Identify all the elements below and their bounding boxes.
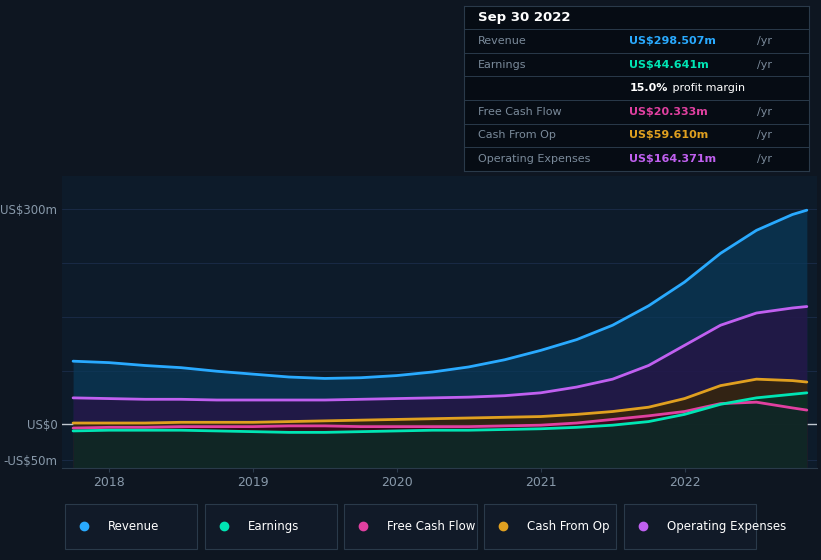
Text: Operating Expenses: Operating Expenses [667,520,787,533]
Text: US$44.641m: US$44.641m [630,59,709,69]
Text: Sep 30 2022: Sep 30 2022 [478,11,570,24]
Text: /yr: /yr [757,59,772,69]
Text: Cash From Op: Cash From Op [478,130,556,141]
Text: Earnings: Earnings [478,59,526,69]
Text: /yr: /yr [757,36,772,46]
Text: /yr: /yr [757,154,772,164]
Text: US$298.507m: US$298.507m [630,36,716,46]
FancyBboxPatch shape [204,504,337,549]
Text: US$20.333m: US$20.333m [630,107,709,117]
FancyBboxPatch shape [624,504,756,549]
Text: Earnings: Earnings [248,520,299,533]
Text: Cash From Op: Cash From Op [527,520,610,533]
Text: 15.0%: 15.0% [630,83,667,93]
FancyBboxPatch shape [484,504,617,549]
Text: Operating Expenses: Operating Expenses [478,154,590,164]
Text: US$164.371m: US$164.371m [630,154,717,164]
Text: Free Cash Flow: Free Cash Flow [478,107,562,117]
Text: /yr: /yr [757,107,772,117]
Text: profit margin: profit margin [669,83,745,93]
FancyBboxPatch shape [345,504,476,549]
FancyBboxPatch shape [65,504,197,549]
Text: US$59.610m: US$59.610m [630,130,709,141]
Text: /yr: /yr [757,130,772,141]
Text: Revenue: Revenue [108,520,159,533]
Text: Free Cash Flow: Free Cash Flow [388,520,476,533]
Text: Revenue: Revenue [478,36,526,46]
